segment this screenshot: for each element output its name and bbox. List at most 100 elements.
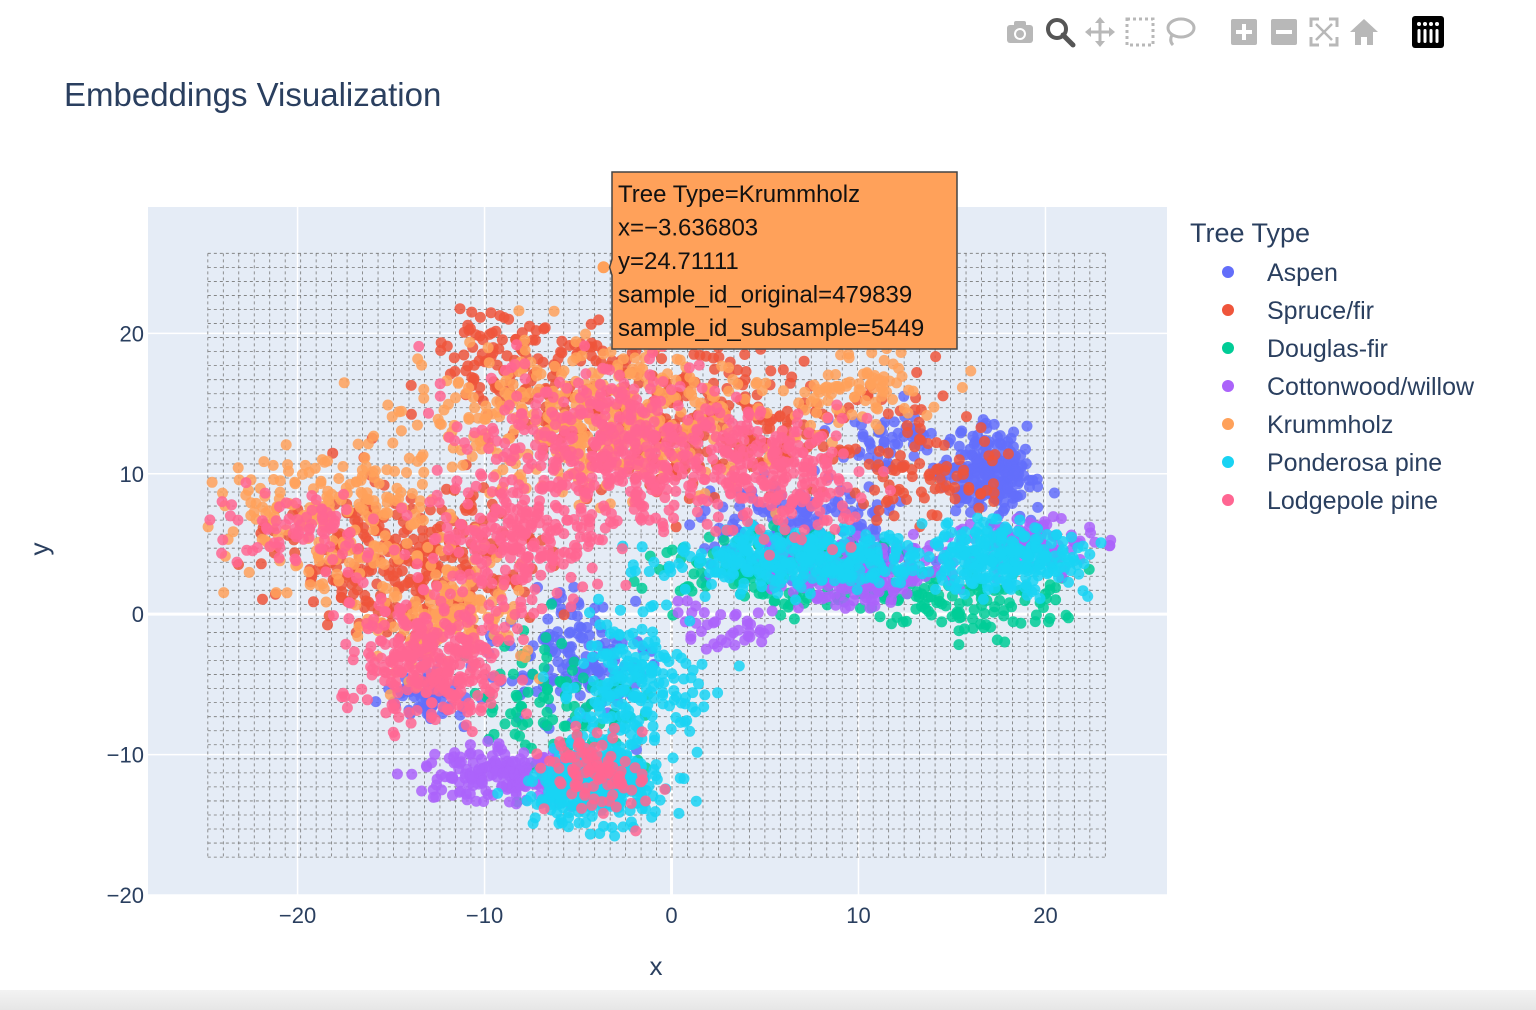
- scatter-point[interactable]: [361, 618, 373, 629]
- scatter-point[interactable]: [586, 640, 597, 652]
- scatter-point[interactable]: [730, 391, 742, 403]
- scatter-point[interactable]: [439, 683, 451, 695]
- scatter-point[interactable]: [766, 605, 778, 617]
- scatter-point[interactable]: [442, 666, 454, 678]
- scatter-point[interactable]: [953, 639, 965, 651]
- scatter-point[interactable]: [811, 407, 823, 419]
- scatter-point[interactable]: [598, 820, 610, 832]
- scatter-point[interactable]: [882, 494, 894, 506]
- scatter-point[interactable]: [729, 639, 741, 651]
- scatter-point[interactable]: [914, 423, 926, 435]
- scatter-point[interactable]: [1009, 555, 1021, 567]
- scatter-point[interactable]: [367, 466, 378, 478]
- scatter-point[interactable]: [914, 434, 926, 446]
- scatter-point[interactable]: [393, 711, 405, 723]
- scatter-point[interactable]: [422, 541, 434, 553]
- scatter-point[interactable]: [577, 632, 589, 644]
- scatter-point[interactable]: [987, 478, 999, 490]
- scatter-point[interactable]: [777, 385, 789, 397]
- scatter-point[interactable]: [619, 686, 631, 698]
- scatter-point[interactable]: [348, 588, 359, 600]
- scatter-point[interactable]: [739, 393, 751, 405]
- scatter-point[interactable]: [634, 361, 646, 373]
- scatter-point[interactable]: [395, 425, 407, 437]
- scatter-point[interactable]: [873, 445, 885, 457]
- scatter-point[interactable]: [524, 387, 536, 399]
- scatter-point[interactable]: [331, 568, 343, 580]
- scatter-point[interactable]: [475, 705, 487, 717]
- scatter-point[interactable]: [646, 710, 658, 722]
- scatter-point[interactable]: [888, 536, 900, 548]
- scatter-point[interactable]: [391, 768, 403, 780]
- scatter-point[interactable]: [494, 310, 506, 322]
- scatter-point[interactable]: [878, 354, 890, 366]
- scatter-point[interactable]: [418, 584, 430, 596]
- scatter-point[interactable]: [670, 521, 682, 533]
- scatter-point[interactable]: [1037, 602, 1049, 613]
- scatter-point[interactable]: [466, 372, 478, 383]
- scatter-point[interactable]: [417, 514, 429, 526]
- scatter-point[interactable]: [461, 647, 473, 659]
- scatter-point[interactable]: [910, 603, 922, 615]
- scatter-point[interactable]: [906, 575, 918, 587]
- scatter-point[interactable]: [417, 532, 429, 544]
- scatter-point[interactable]: [328, 610, 339, 622]
- scatter-point[interactable]: [257, 593, 268, 605]
- scatter-point[interactable]: [519, 652, 531, 663]
- scatter-point[interactable]: [625, 728, 637, 740]
- scatter-point[interactable]: [389, 698, 401, 710]
- scatter-point[interactable]: [452, 377, 464, 389]
- scatter-point[interactable]: [598, 348, 610, 360]
- scatter-point[interactable]: [381, 464, 393, 476]
- scatter-point[interactable]: [296, 468, 308, 480]
- scatter-point[interactable]: [531, 364, 543, 376]
- scatter-point[interactable]: [1041, 568, 1053, 580]
- scatter-point[interactable]: [499, 621, 511, 633]
- scatter-point[interactable]: [617, 821, 629, 833]
- scatter-point[interactable]: [918, 583, 930, 594]
- scatter-point[interactable]: [1048, 487, 1060, 499]
- scatter-point[interactable]: [869, 484, 881, 496]
- scatter-point[interactable]: [405, 408, 417, 420]
- scatter-point[interactable]: [465, 614, 477, 626]
- scatter-point[interactable]: [406, 488, 418, 499]
- scatter-point[interactable]: [981, 580, 993, 592]
- scatter-point[interactable]: [636, 623, 648, 635]
- scatter-point[interactable]: [396, 565, 408, 577]
- scatter-point[interactable]: [379, 530, 391, 542]
- scatter-point[interactable]: [348, 692, 359, 704]
- scatter-point[interactable]: [482, 342, 494, 354]
- scatter-point[interactable]: [352, 630, 364, 642]
- scatter-point[interactable]: [1002, 482, 1014, 494]
- scatter-point[interactable]: [538, 323, 550, 335]
- scatter-point[interactable]: [934, 473, 946, 485]
- scatter-point[interactable]: [1030, 609, 1042, 621]
- scatter-point[interactable]: [573, 817, 585, 829]
- scatter-point[interactable]: [988, 487, 1000, 499]
- scatter-point[interactable]: [429, 612, 441, 623]
- scatter-point[interactable]: [972, 457, 984, 469]
- scatter-point[interactable]: [593, 593, 604, 605]
- scatter-point[interactable]: [574, 690, 586, 701]
- scatter-point[interactable]: [942, 517, 954, 529]
- scatter-point[interactable]: [641, 665, 653, 677]
- scatter-point[interactable]: [751, 426, 763, 437]
- scatter-point[interactable]: [650, 759, 662, 771]
- scatter-point[interactable]: [427, 784, 439, 796]
- scatter-point[interactable]: [936, 616, 948, 628]
- scatter-point[interactable]: [527, 776, 538, 787]
- scatter-point[interactable]: [778, 598, 790, 610]
- scatter-point[interactable]: [464, 788, 476, 800]
- scatter-point[interactable]: [786, 371, 798, 383]
- scatter-point[interactable]: [472, 690, 484, 701]
- scatter-point[interactable]: [851, 584, 863, 596]
- scatter-point[interactable]: [415, 628, 427, 640]
- scatter-point[interactable]: [1002, 448, 1014, 460]
- scatter-point[interactable]: [989, 601, 1001, 613]
- scatter-point[interactable]: [522, 686, 534, 698]
- scatter-point[interactable]: [961, 411, 972, 423]
- scatter-point[interactable]: [402, 684, 413, 696]
- scatter-point[interactable]: [503, 390, 514, 402]
- scatter-point[interactable]: [653, 677, 665, 689]
- scatter-point[interactable]: [543, 779, 555, 791]
